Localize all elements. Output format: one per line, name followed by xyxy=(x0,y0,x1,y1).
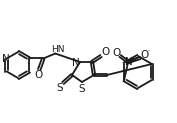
Text: O: O xyxy=(34,69,42,79)
Text: O: O xyxy=(140,50,148,60)
Text: HN: HN xyxy=(52,45,65,54)
Text: N: N xyxy=(72,58,80,68)
Text: +: + xyxy=(130,55,136,61)
Text: S: S xyxy=(79,84,85,94)
Text: -: - xyxy=(148,48,150,54)
Text: O: O xyxy=(101,47,109,57)
Text: N: N xyxy=(125,57,133,67)
Text: O: O xyxy=(112,48,120,58)
Text: N: N xyxy=(2,54,10,63)
Text: S: S xyxy=(57,83,63,93)
